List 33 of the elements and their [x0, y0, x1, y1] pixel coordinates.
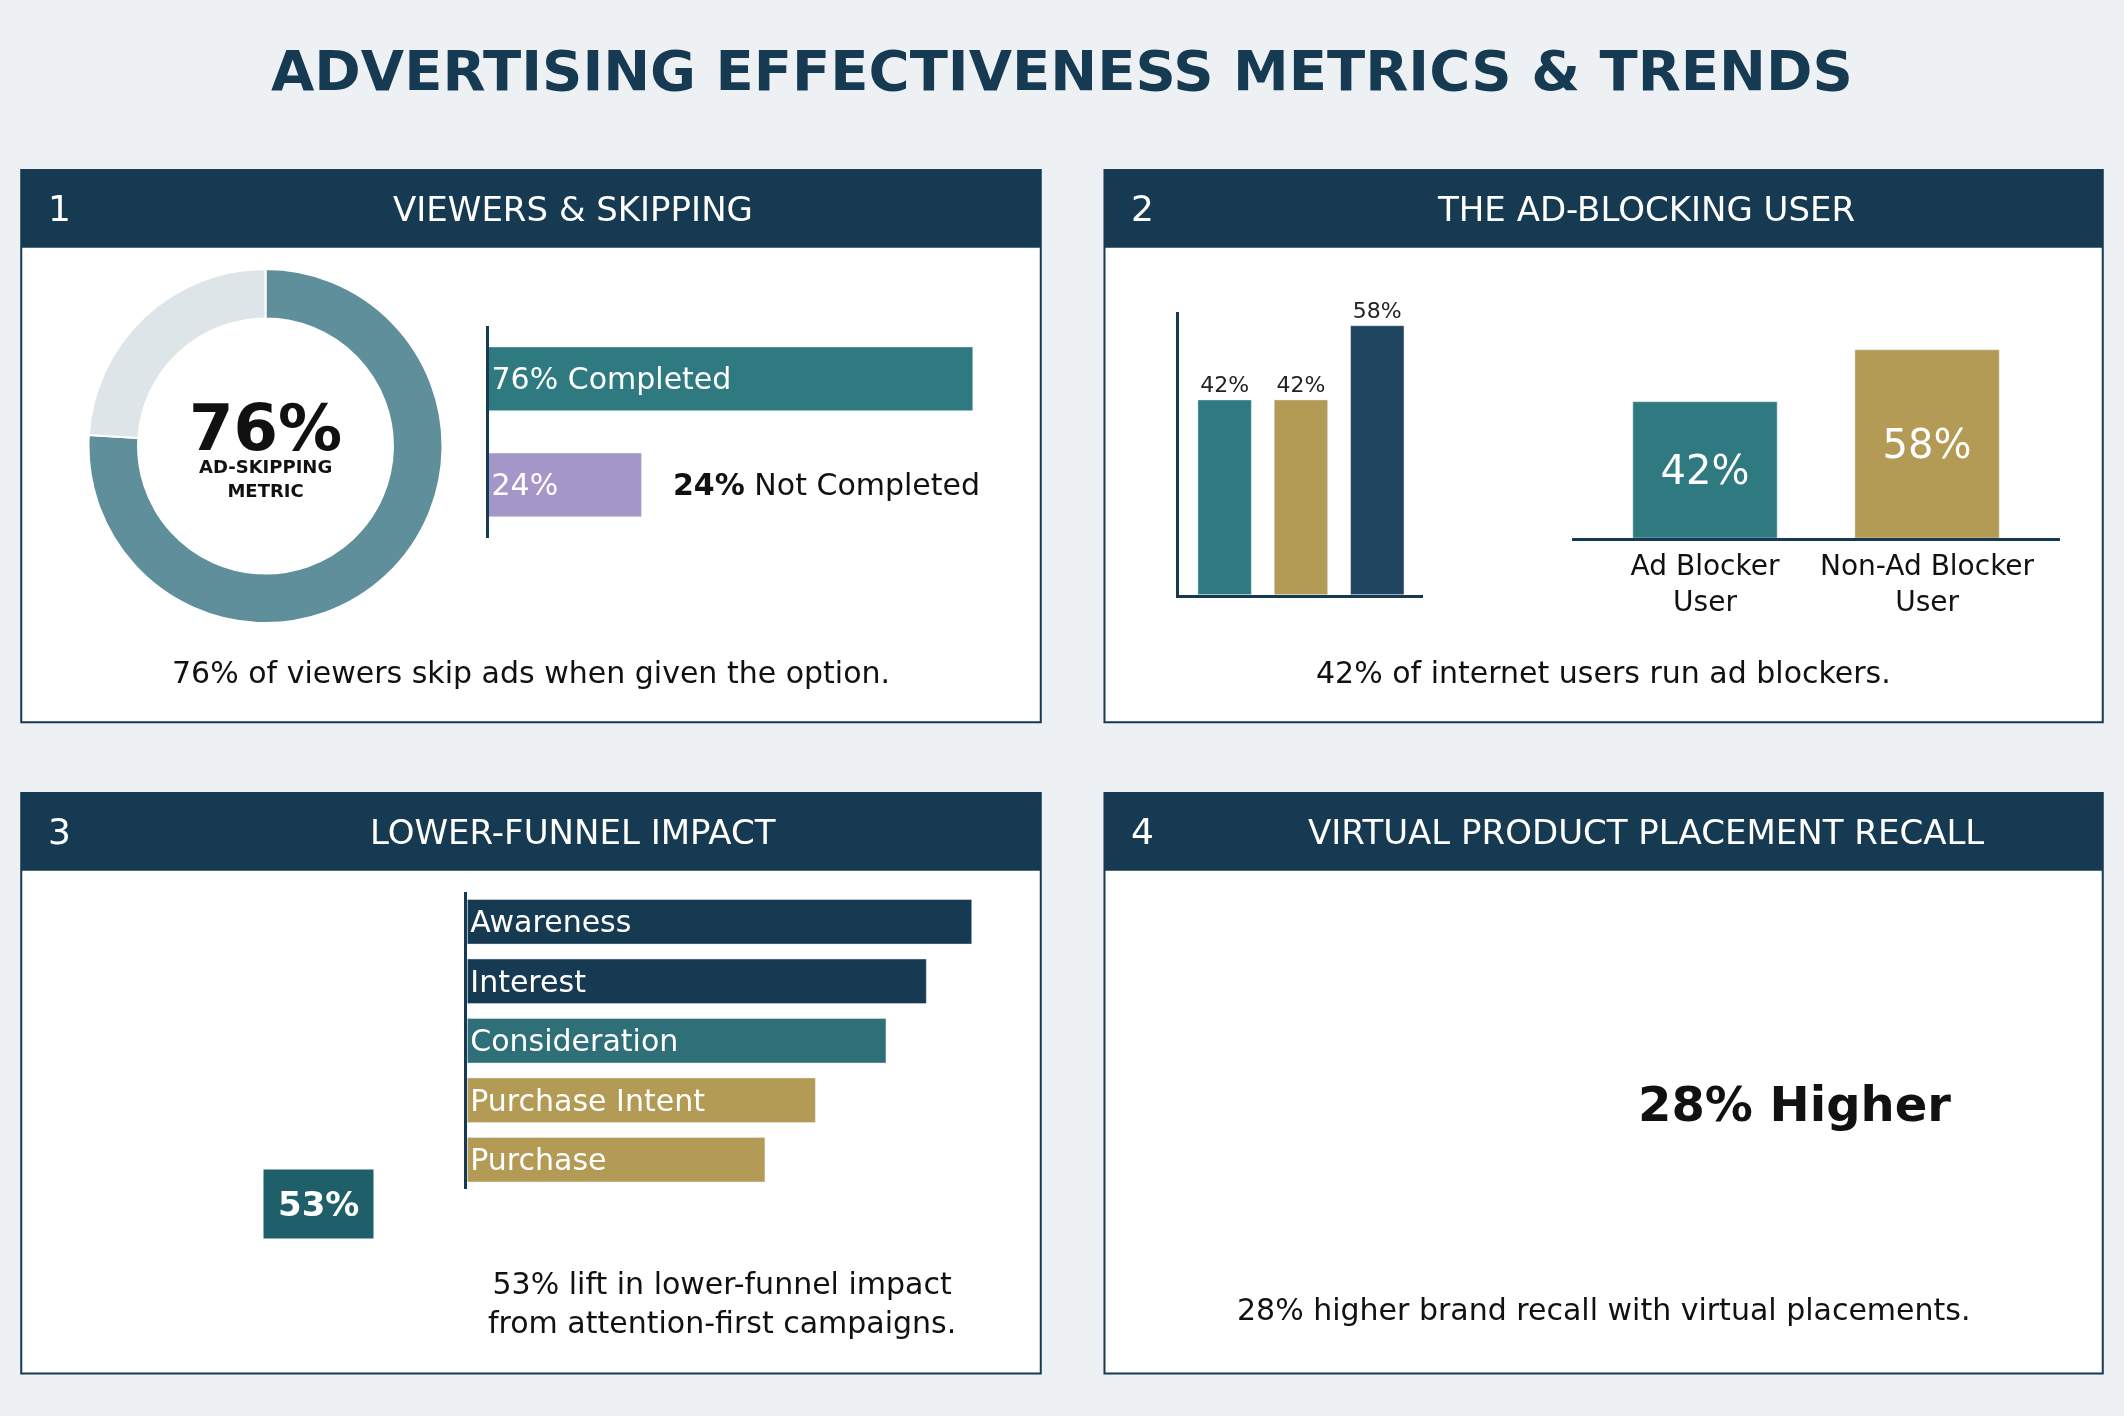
- text: 1: [48, 188, 71, 229]
- text: 2: [1131, 188, 1154, 229]
- x-tick-label: Ad Blocker User: [1630, 548, 1780, 619]
- data-label: 42%: [1200, 371, 1250, 397]
- text: 42% of internet users run ad blockers.: [1316, 655, 1891, 690]
- y-tick-label: Purchase: [470, 1142, 607, 1178]
- donut-slice: [87, 268, 444, 624]
- y-tick-label: Purchase Intent: [470, 1082, 706, 1118]
- chart-title: LOWER-FUNNEL IMPACT: [370, 812, 776, 852]
- x-tick-label: Non-Ad Blocker User: [1819, 548, 2035, 619]
- data-label: 76% Completed: [491, 361, 732, 397]
- data-label: 58%: [1352, 297, 1402, 323]
- bar: [467, 1137, 766, 1183]
- data-label: 42%: [1276, 371, 1326, 397]
- bar: [467, 1018, 887, 1064]
- text: 28% higher brand recall with virtual placements.: [1237, 1292, 1971, 1327]
- text: ADVERTISING EFFECTIVENESS METRICS & TRENDS: [271, 38, 1853, 103]
- text: 28% Higher: [1638, 1076, 1952, 1132]
- text: THE AD-BLOCKING USER: [1437, 189, 1856, 229]
- annotation: 24% Not Completed: [673, 467, 981, 502]
- y-tick-label: Consideration: [470, 1023, 679, 1059]
- text: 3: [48, 811, 71, 852]
- text: VIRTUAL PRODUCT PLACEMENT RECALL: [1308, 812, 1985, 852]
- data-label: 24%: [491, 467, 559, 503]
- y-tick-label: Interest: [470, 963, 587, 999]
- data-label: 58%: [1882, 420, 1972, 467]
- text: 76% of viewers skip ads when given the option.: [172, 655, 891, 690]
- text: 4: [1131, 811, 1154, 852]
- data-label: 42%: [1660, 446, 1750, 493]
- text: 53%: [278, 1184, 360, 1224]
- text: 53% lift in lower-funnel impact from attention-first campaigns.: [488, 1266, 957, 1340]
- text: VIEWERS & SKIPPING: [393, 189, 753, 229]
- y-tick-label: Awareness: [470, 904, 632, 940]
